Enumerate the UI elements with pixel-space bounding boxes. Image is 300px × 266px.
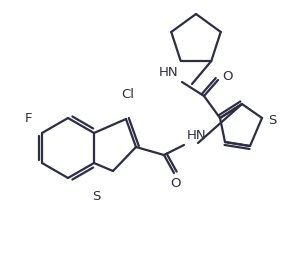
Text: O: O	[171, 177, 181, 190]
Text: S: S	[268, 114, 276, 127]
Text: S: S	[92, 189, 100, 202]
Text: HN: HN	[158, 66, 178, 79]
Text: HN: HN	[187, 129, 207, 142]
Text: F: F	[24, 111, 32, 124]
Text: Cl: Cl	[122, 88, 134, 101]
Text: O: O	[222, 70, 232, 84]
